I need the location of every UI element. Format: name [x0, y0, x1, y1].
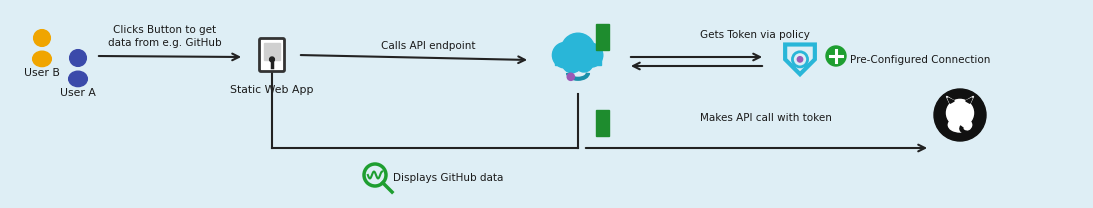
Ellipse shape [69, 71, 87, 87]
Bar [596, 24, 609, 50]
Text: Calls API endpoint: Calls API endpoint [380, 41, 475, 51]
Circle shape [567, 73, 575, 80]
Text: Static Web App: Static Web App [231, 85, 314, 95]
Text: Gets Token via policy: Gets Token via policy [700, 30, 810, 40]
Polygon shape [965, 96, 974, 104]
Circle shape [561, 33, 595, 67]
Text: User B: User B [24, 68, 60, 78]
Circle shape [947, 99, 974, 126]
Circle shape [935, 89, 986, 141]
Polygon shape [947, 96, 955, 104]
Ellipse shape [949, 118, 972, 132]
Text: Displays GitHub data: Displays GitHub data [393, 173, 504, 183]
Circle shape [579, 43, 603, 67]
Circle shape [70, 50, 86, 66]
Polygon shape [966, 98, 972, 103]
Bar [263, 43, 281, 60]
Bar [596, 110, 609, 136]
FancyBboxPatch shape [259, 38, 284, 72]
Text: User A: User A [60, 88, 96, 98]
Text: Pre-Configured Connection: Pre-Configured Connection [850, 55, 990, 65]
Circle shape [552, 42, 578, 68]
Circle shape [575, 54, 592, 72]
Circle shape [34, 30, 50, 46]
Ellipse shape [33, 51, 51, 67]
Circle shape [826, 46, 846, 66]
Circle shape [797, 57, 802, 62]
Bar [555, 55, 601, 65]
Polygon shape [948, 98, 954, 103]
Circle shape [270, 57, 274, 62]
Text: Clicks Button to get
data from e.g. GitHub: Clicks Button to get data from e.g. GitH… [108, 25, 222, 48]
Text: Makes API call with token: Makes API call with token [700, 113, 832, 123]
Circle shape [563, 54, 581, 73]
